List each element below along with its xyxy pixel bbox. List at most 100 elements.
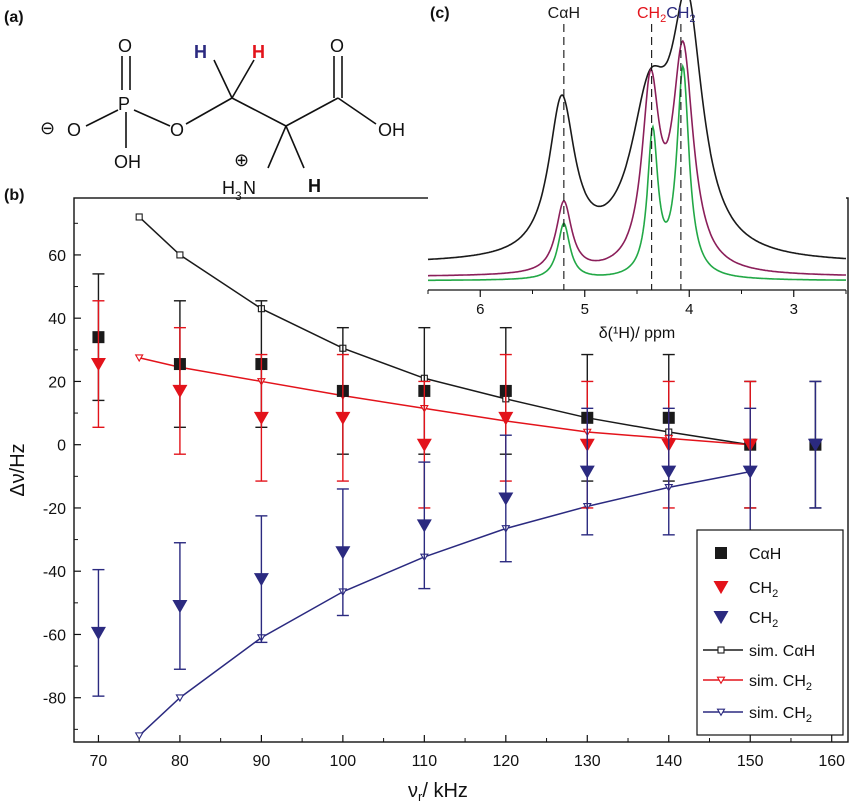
spectrum-trace-2 [428, 63, 846, 282]
x-tick-label: 100 [330, 753, 357, 770]
legend-marker [715, 547, 727, 559]
atom-o-carbonyl: O [330, 36, 344, 56]
data-point [335, 411, 351, 425]
x-tick-label: 90 [252, 753, 270, 770]
data-point [172, 384, 188, 399]
atom-oh-phosphate: OH [114, 152, 141, 172]
ca-h-bond [285, 125, 305, 169]
y-tick-label: -40 [43, 564, 66, 581]
x-tick-label: 110 [412, 753, 438, 770]
atom-amine-subscript: 3 [235, 189, 242, 203]
atom-oh-acid: OH [378, 120, 405, 140]
y-tick-label: -60 [43, 627, 66, 644]
x-tick-label: 150 [737, 753, 764, 770]
atom-amine-h: H [222, 178, 235, 198]
sim-point [134, 732, 144, 741]
y-tick-label: -20 [43, 501, 66, 518]
ca-cooh-bond [285, 97, 339, 127]
x-tick-label: 80 [171, 753, 189, 770]
atom-o-top: O [118, 36, 132, 56]
data-point [253, 411, 269, 425]
atom-h-blue: H [194, 42, 207, 62]
phosphoserine-structure [85, 56, 377, 169]
sim-line [139, 356, 751, 446]
data-point [172, 600, 188, 614]
atom-p: P [118, 94, 130, 114]
x-tick-label: 160 [818, 753, 845, 770]
sim-point [135, 213, 143, 221]
legend-box [696, 529, 844, 736]
atom-o-bridge: O [170, 120, 184, 140]
legend-label: CH2 [749, 580, 778, 600]
data-point [90, 358, 106, 372]
data-point [661, 465, 677, 479]
x-axis-label: νr/ kHz [408, 780, 468, 804]
data-point [498, 411, 514, 425]
inset-x-tick-label: 5 [581, 301, 589, 318]
data-point [90, 626, 106, 641]
data-series-1 [90, 300, 758, 509]
legend-marker [716, 708, 726, 717]
atom-amine-n: N [243, 178, 256, 198]
panel-label-b: (b) [4, 187, 24, 204]
minus-charge-icon: ⊖ [40, 118, 55, 138]
data-series-2 [90, 380, 823, 697]
ca-n-bond [267, 125, 287, 169]
p-o-bridge-bond [133, 109, 171, 127]
plus-charge-icon: ⊕ [234, 150, 249, 170]
inset-x-tick-label: 3 [790, 301, 798, 318]
dipolar-shift-plot: 70 80 90 100 110 120 130 140 150 160 60 40 20 0 -20 -40… [7, 197, 849, 804]
legend-marker [713, 611, 729, 625]
data-point [498, 492, 514, 506]
legend-label: CH2 [749, 610, 778, 630]
legend-label: sim. CH2 [749, 673, 812, 693]
peak-marker-label: CαH [548, 5, 580, 22]
x-tick-label: 120 [492, 753, 519, 770]
spectrum-trace-0 [427, 0, 847, 261]
ch2-ca-bond [231, 97, 287, 127]
inset-x-tick-label: 6 [476, 301, 484, 318]
sim-point [134, 354, 144, 363]
y-tick-label: -80 [43, 691, 66, 708]
c-oh-bond [337, 97, 377, 125]
sim-point [176, 251, 184, 259]
peak-marker-label: CH2 [666, 5, 695, 25]
y-tick-label: 60 [48, 248, 66, 265]
data-point [742, 465, 758, 479]
ch2-h-red-bond [231, 59, 255, 99]
p-ominus-bond [85, 109, 119, 127]
data-point [416, 519, 432, 533]
nmr-spectrum-inset: 6 5 4 3 δ(¹H)/ ppm CαH CH2 CH2 [427, 0, 847, 342]
panel-label-a: (a) [4, 9, 24, 26]
x-tick-label: 140 [655, 753, 682, 770]
sim-line [138, 470, 751, 737]
panel-label-c: (c) [430, 5, 450, 22]
spectrum-trace-1 [428, 39, 846, 277]
sim-series-4 [134, 354, 755, 450]
sim-point [175, 694, 185, 703]
atom-h-alpha: H [308, 176, 321, 196]
legend-label: sim. CH2 [749, 705, 812, 725]
peak-marker-label: CH2 [637, 5, 666, 25]
inset-background [428, 28, 846, 290]
data-series-0 [92, 273, 822, 509]
data-point [416, 438, 432, 452]
atom-h-red: H [252, 42, 265, 62]
molecule-labels: O P O ⊖ O OH H H O OH ⊕ H 3 N H [40, 36, 405, 203]
sim-series-5 [134, 468, 755, 741]
legend: CαH CH2 CH2 sim. CαH sim. CH2 sim. CH2 [696, 529, 844, 736]
ch2-h-blue-bond [213, 59, 233, 99]
x-tick-label: 70 [90, 753, 108, 770]
y-axis-label: Δν/Hz [7, 443, 29, 496]
legend-marker [716, 676, 726, 685]
x-tick-label: 130 [574, 753, 601, 770]
y-tick-label: 40 [48, 311, 66, 328]
y-tick-label: 0 [57, 438, 66, 455]
y-tick-label: 20 [48, 374, 66, 391]
legend-label: sim. CαH [749, 643, 815, 660]
data-point [807, 438, 823, 452]
atom-o-minus: O [67, 120, 81, 140]
data-point [335, 546, 351, 560]
legend-marker [717, 646, 725, 654]
